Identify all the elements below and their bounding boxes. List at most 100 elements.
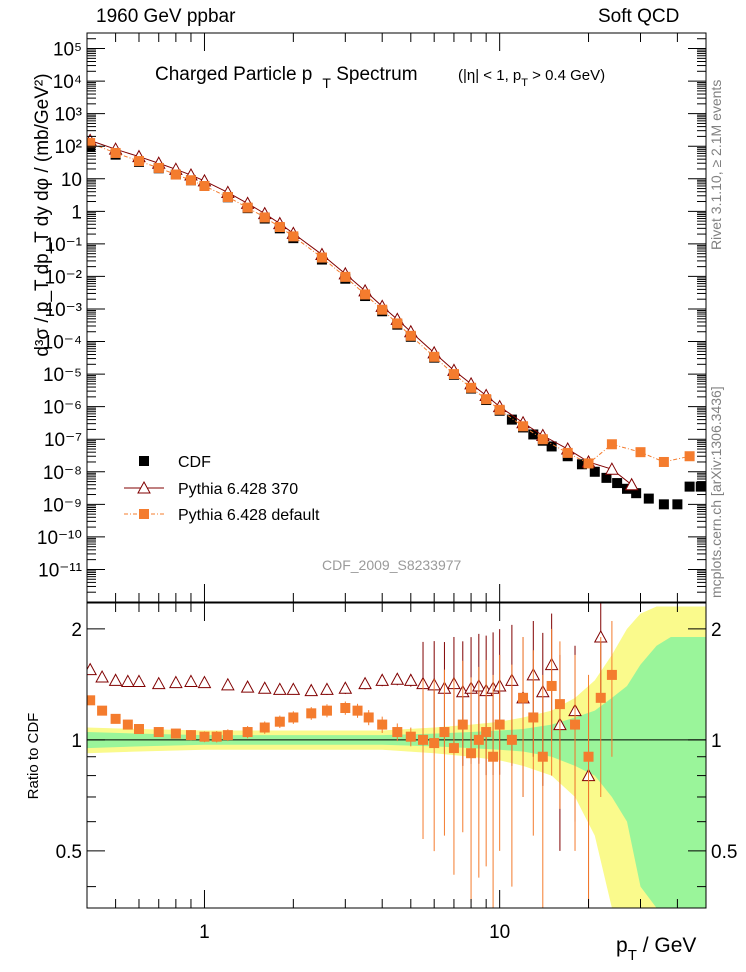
ratio-point: [473, 734, 484, 745]
data-point: [612, 478, 623, 489]
ratio-point: [518, 692, 529, 703]
ratio-point: [153, 727, 164, 738]
data-point: [170, 169, 181, 180]
ratio-point: [151, 676, 166, 690]
data-point: [506, 414, 517, 425]
ratio-point: [352, 705, 363, 716]
y-tick-label: 10⁵: [53, 40, 82, 61]
y-tick-label: 1: [71, 202, 82, 223]
data-point: [259, 212, 270, 223]
ratio-point: [286, 682, 301, 695]
data-point: [672, 499, 683, 510]
data-point: [405, 330, 416, 341]
data-point: [583, 458, 594, 469]
legend-label: CDF: [178, 454, 211, 471]
data-point: [110, 147, 121, 158]
axis-tick-labels: 10⁻¹¹10⁻¹⁰10⁻⁹10⁻⁸10⁻⁷10⁻⁶10⁻⁵10⁻⁴10⁻³10…: [37, 40, 738, 943]
data-point: [658, 456, 669, 467]
ratio-y-tick-label-right: 2: [711, 620, 722, 641]
ratio-point: [184, 674, 198, 687]
ratio-y-tick-label: 0.5: [56, 842, 82, 863]
ratio-point: [87, 695, 96, 706]
data-point: [222, 192, 233, 203]
ratio-point: [110, 713, 121, 724]
ratio-point: [169, 675, 183, 689]
ratio-y-tick-label-right: 0.5: [711, 842, 737, 863]
y-tick-label: 10⁻¹¹: [38, 560, 82, 581]
data-point: [429, 351, 440, 362]
analysis-watermark: CDF_2009_S8233977: [322, 557, 462, 573]
legend-label: Pythia 6.428 default: [178, 507, 320, 524]
data-point: [658, 499, 669, 510]
ratio-point: [306, 708, 317, 719]
ratio-point: [288, 712, 299, 723]
x-axis-label: pT / GeV: [616, 934, 696, 964]
data-point: [340, 271, 351, 282]
ratio-point: [375, 673, 390, 686]
ratio-point: [304, 683, 319, 697]
ratio-point: [457, 719, 468, 730]
ratio-point: [221, 677, 235, 691]
ratio-point: [120, 674, 135, 687]
ratio-point: [466, 748, 477, 759]
data-point: [316, 252, 327, 263]
ratio-point: [321, 705, 332, 716]
ratio-point: [606, 669, 617, 680]
ratio-y-tick-label: 1: [71, 731, 82, 752]
y-tick-label: 10: [61, 170, 82, 191]
y-tick-label: 10²: [55, 137, 82, 158]
spectrum-series: [87, 133, 706, 510]
ratio-point: [377, 719, 388, 730]
data-point: [274, 221, 285, 232]
y-tick-label: 10⁻²: [45, 267, 83, 288]
ratio-point: [546, 680, 557, 691]
ratio-series: [87, 603, 617, 908]
y-tick-label: 10⁻⁷: [44, 430, 82, 451]
data-point: [684, 481, 695, 492]
data-point: [684, 451, 695, 462]
ratio-point: [95, 670, 109, 683]
y-tick-label: 10⁻⁶: [43, 398, 82, 419]
ratio-point: [448, 743, 459, 754]
legend-label: Pythia 6.428 370: [178, 481, 298, 498]
x-tick-label: 1: [199, 922, 210, 943]
y-tick-label: 10³: [55, 105, 82, 126]
series-line: [89, 142, 690, 465]
ratio-point: [185, 730, 196, 741]
data-point: [87, 138, 96, 149]
ratio-point: [170, 728, 181, 739]
data-point: [133, 156, 144, 167]
data-point: [601, 472, 612, 483]
ratio-point: [87, 662, 98, 676]
data-point: [466, 382, 477, 393]
data-point: [360, 289, 371, 300]
data-point: [377, 304, 388, 315]
data-point: [606, 439, 617, 450]
data-point: [537, 434, 548, 445]
chart-cuts: (|η| < 1, pT > 0.4 GeV): [458, 67, 605, 89]
data-point: [695, 481, 706, 492]
ratio-point: [197, 675, 212, 689]
ratio-point: [199, 731, 210, 742]
data-point: [185, 175, 196, 186]
y-tick-label: 10⁻⁴: [43, 333, 82, 354]
data-point: [635, 447, 646, 458]
x-tick-label: 10: [489, 922, 510, 943]
ratio-point: [320, 682, 334, 695]
data-point: [448, 369, 459, 380]
ratio-point: [240, 680, 255, 693]
ratio-point: [429, 738, 440, 749]
ratio-point: [537, 751, 548, 762]
data-point: [199, 180, 210, 191]
axis-ticks: [86, 32, 707, 908]
ratio-point: [418, 734, 429, 745]
ratio-point: [133, 724, 144, 735]
ratio-point: [257, 681, 272, 694]
ratio-y-tick-label: 2: [71, 620, 82, 641]
series-line: [90, 139, 632, 486]
y-tick-label: 10⁻¹⁰: [37, 528, 82, 549]
ratio-point: [222, 730, 233, 741]
